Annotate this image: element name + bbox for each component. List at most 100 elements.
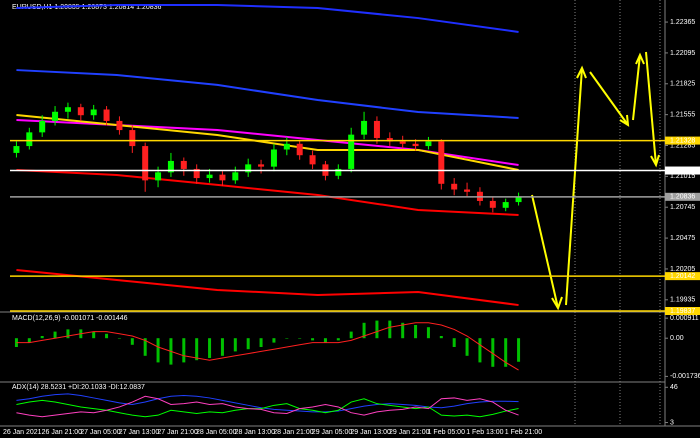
macd-bar [130, 338, 134, 345]
candle-body [52, 111, 59, 121]
candle-body [335, 168, 342, 176]
macd-bar [272, 338, 276, 343]
candle-body [39, 120, 46, 133]
candle-body [348, 134, 355, 169]
y-tick-label: 1.19935 [670, 297, 695, 304]
macd-bar [246, 338, 250, 350]
macd-bar [517, 338, 521, 362]
price-label: 1.20836 [670, 194, 695, 201]
macd-bar [388, 320, 392, 339]
candle-body [283, 143, 290, 150]
macd-bar [414, 325, 418, 339]
y-tick-label: 1.20745 [670, 204, 695, 211]
arrowhead [551, 296, 563, 311]
candle-body [245, 164, 252, 173]
candle-body [64, 107, 71, 112]
candle-body [361, 120, 368, 135]
arrow [531, 194, 559, 309]
price-label: 1.20142 [670, 273, 695, 280]
macd-bar [156, 338, 160, 363]
candle-body [219, 174, 226, 181]
x-tick-label: 27 Jan 13:00 [119, 429, 160, 436]
x-tick-label: 29 Jan 21:00 [389, 429, 430, 436]
candle-body [399, 141, 406, 144]
adx-line [16, 393, 519, 413]
indicator-line [16, 113, 519, 171]
arrowhead [650, 154, 660, 168]
candle-body [77, 107, 84, 116]
indicator-line [16, 4, 519, 33]
x-tick-label: 27 Jan 21:00 [157, 429, 198, 436]
macd-bar [401, 322, 405, 339]
x-tick-label: 26 Jan 2021 [3, 429, 42, 436]
price-label: 1.21066 [670, 167, 695, 174]
macd-bar [323, 338, 327, 343]
price-label: 1.19837 [670, 308, 695, 315]
x-tick-label: 1 Feb 05:00 [428, 429, 465, 436]
macd-bar [105, 333, 109, 339]
y-tick-label: 1.21015 [670, 173, 695, 180]
x-tick-label: 28 Jan 21:00 [273, 429, 314, 436]
candle-body [258, 164, 265, 167]
macd-bar [491, 338, 495, 367]
x-tick-label: 28 Jan 13:00 [235, 429, 276, 436]
macd-bar [117, 338, 121, 339]
arrowhead [576, 65, 587, 79]
candle-body [26, 132, 33, 147]
candle-body [464, 189, 471, 192]
x-tick-label: 29 Jan 05:00 [312, 429, 353, 436]
candle-body [90, 109, 97, 116]
macd-bar [208, 338, 212, 358]
candle-body [438, 141, 445, 184]
macd-signal [16, 322, 519, 371]
arrow [565, 67, 583, 306]
candle-body [167, 160, 174, 173]
arrow [589, 71, 629, 126]
macd-bar [143, 338, 147, 356]
macd-bar [439, 336, 443, 339]
candle-body [309, 155, 316, 165]
candle-body [180, 160, 187, 169]
x-tick-label: 29 Jan 13:00 [350, 429, 391, 436]
candle-body [116, 120, 123, 131]
price-label-box [665, 166, 700, 175]
candle-body [13, 146, 20, 153]
candle-body [412, 143, 419, 147]
arrowhead [635, 52, 645, 65]
macd-bar [478, 338, 482, 363]
candle-body [296, 143, 303, 156]
macd-bar [375, 320, 379, 339]
candle-body [386, 138, 393, 142]
macd-bar [40, 336, 44, 339]
candle-body [232, 172, 239, 181]
indicator-line [16, 69, 519, 119]
adx-line [16, 395, 519, 418]
price-label-box [665, 136, 700, 145]
candle-body [155, 172, 162, 181]
macd-bar [349, 331, 353, 339]
candle-body [502, 202, 509, 208]
macd-title: MACD(12,26,9) -0.001071 -0.001446 [12, 315, 128, 322]
price-label-box [665, 192, 700, 201]
candle-body [206, 174, 213, 179]
adx-title: ADX(14) 28.5231 +DI:20.1033 -DI:12.0837 [12, 384, 145, 391]
x-tick-label: 1 Feb 13:00 [466, 429, 503, 436]
macd-bar [362, 322, 366, 339]
period-separators [574, 0, 661, 426]
candle-body [129, 130, 136, 147]
macd-bar [53, 331, 57, 339]
price-label: 1.21328 [670, 137, 695, 144]
macd-bar [298, 338, 302, 339]
macd-bar [465, 338, 469, 356]
macd-bar [27, 338, 31, 343]
price-label-box [665, 307, 700, 315]
arrow [645, 51, 657, 166]
y-tick-label: 1.21555 [670, 111, 695, 118]
macd-bar [195, 338, 199, 361]
y-tick-label: 1.21285 [670, 142, 695, 149]
macd-bar [452, 338, 456, 347]
y-tick-label: 1.20475 [670, 235, 695, 242]
macd-bar [92, 331, 96, 339]
y-tick-label: 1.20205 [670, 266, 695, 273]
candle-body [103, 109, 110, 121]
